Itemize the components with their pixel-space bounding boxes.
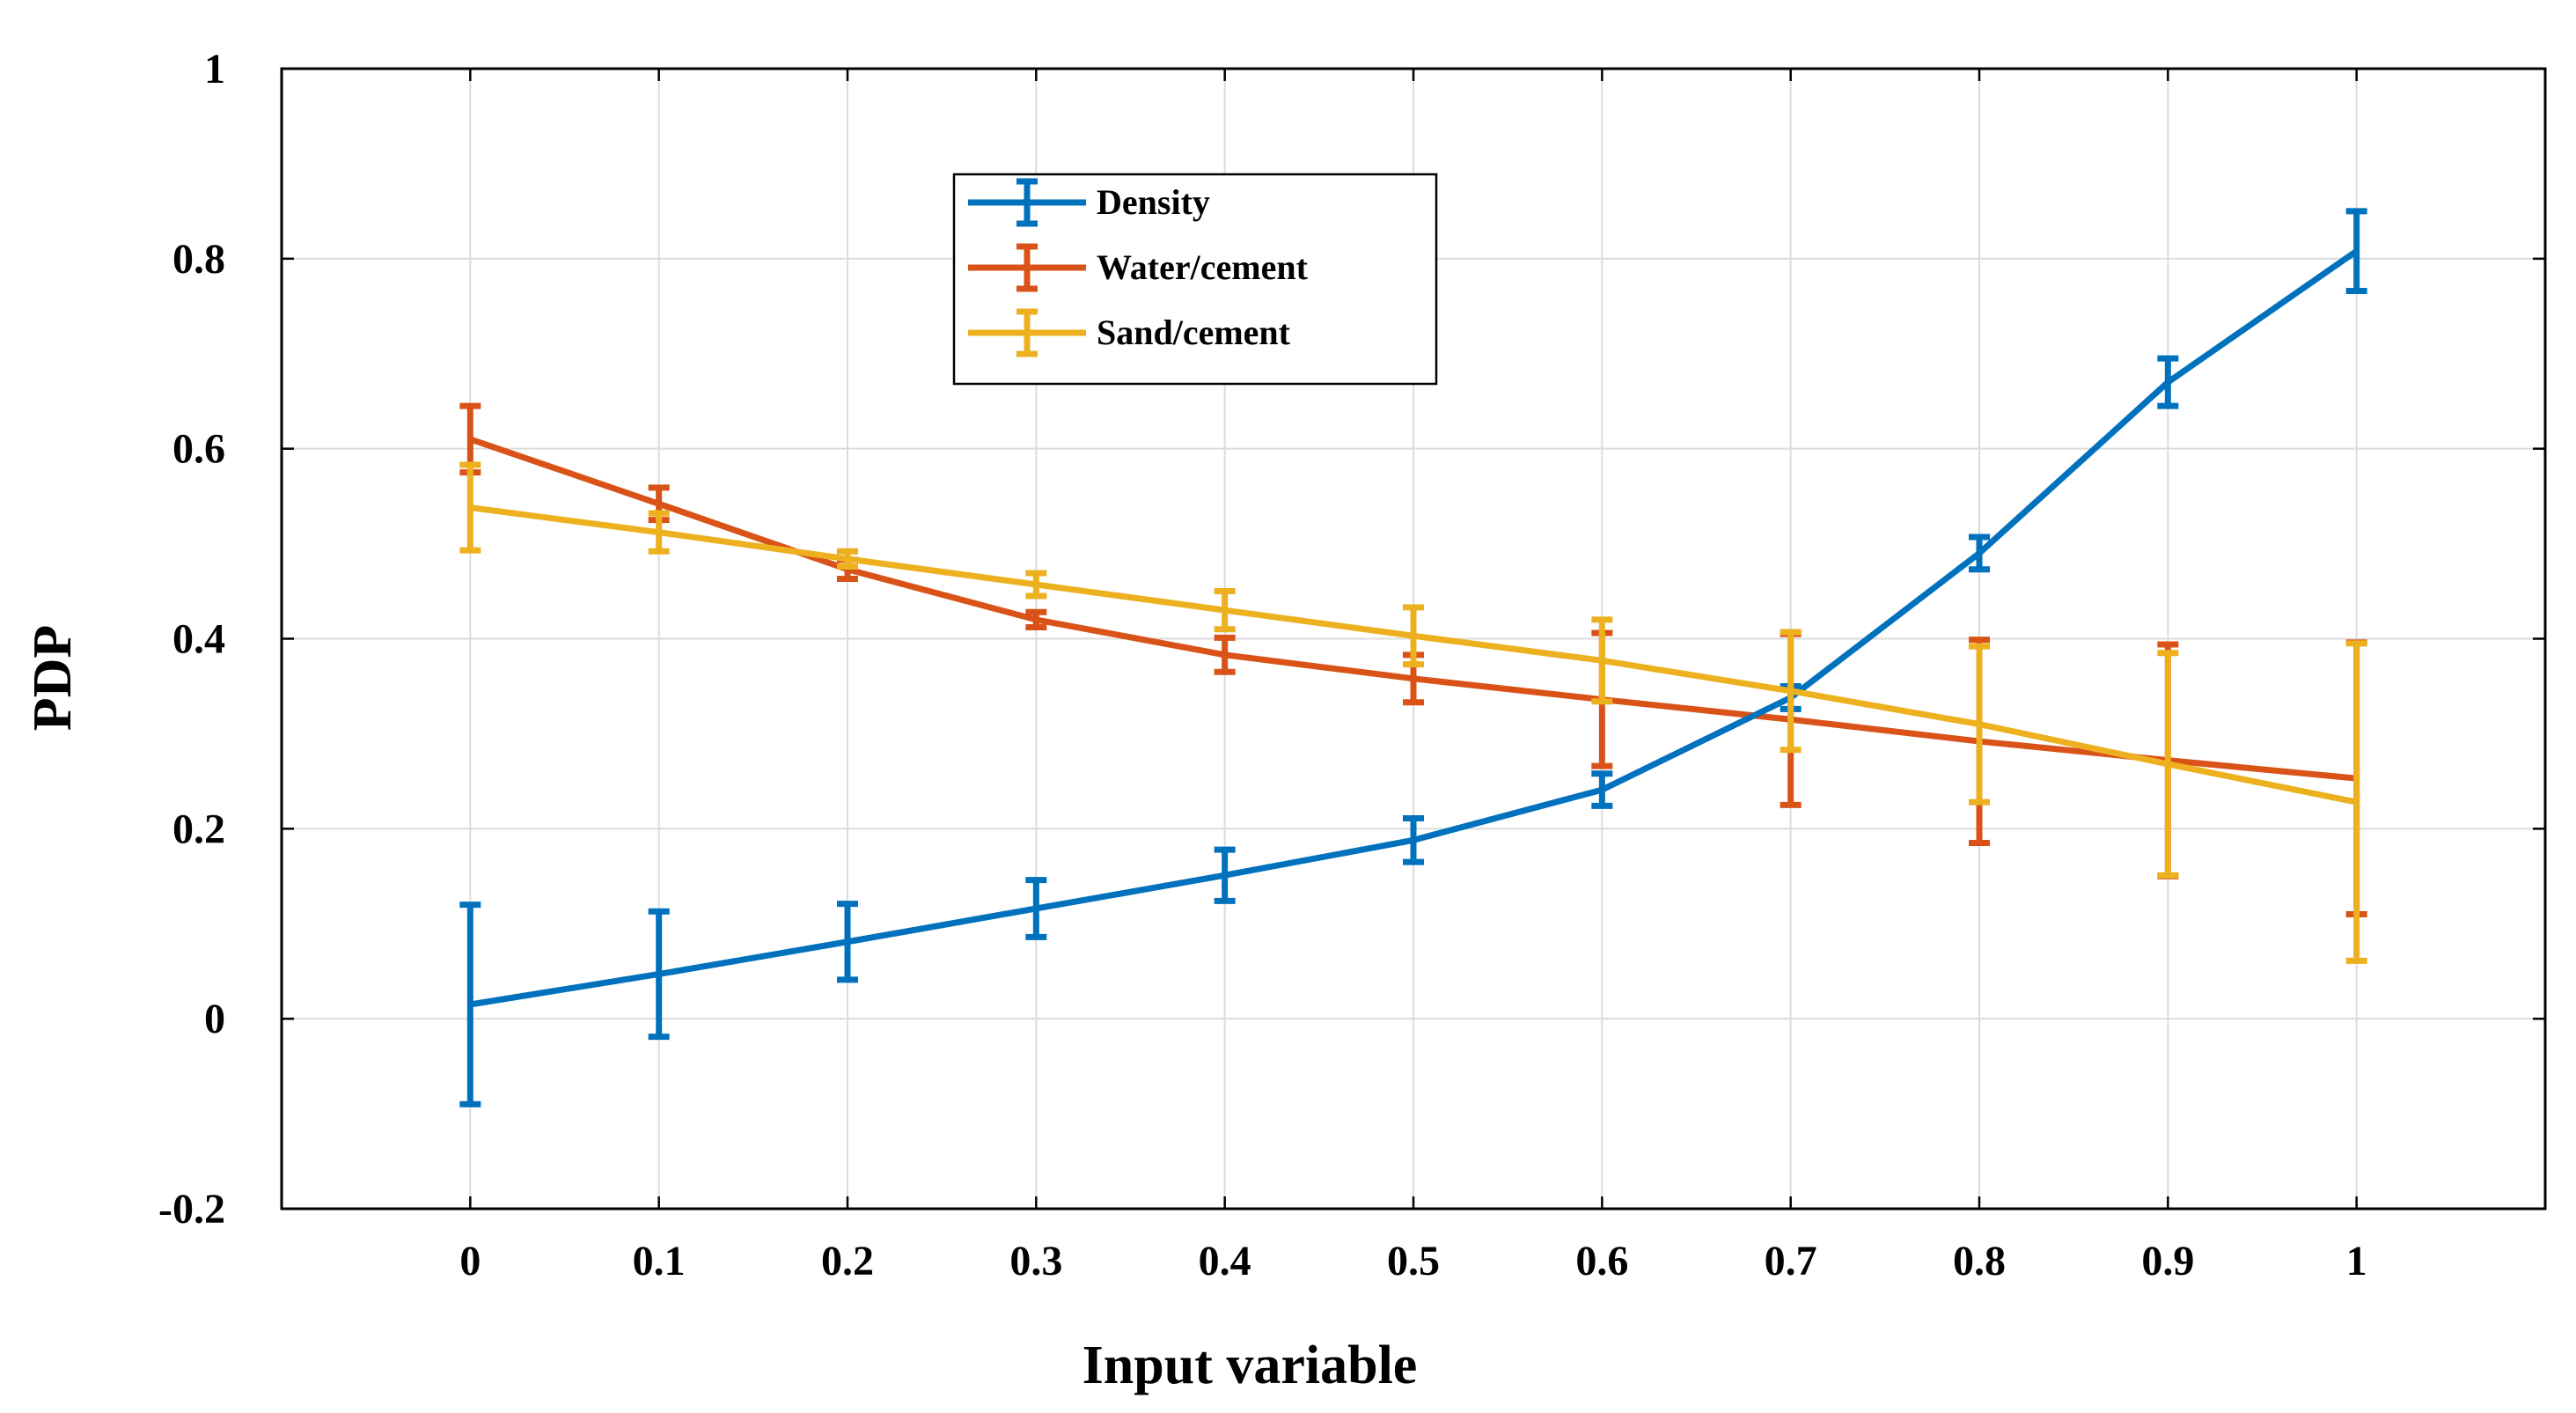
- x-tick-label: 0.4: [1199, 1238, 1251, 1284]
- x-tick-label: 0: [459, 1238, 481, 1284]
- data-point: [1222, 872, 1229, 879]
- data-point: [1410, 836, 1417, 843]
- data-point: [1222, 607, 1229, 614]
- data-point: [1032, 905, 1039, 912]
- legend-label: Sand/cement: [1097, 313, 1291, 352]
- data-point: [2164, 379, 2171, 386]
- data-point: [1032, 581, 1039, 588]
- series-density: [459, 208, 2367, 1108]
- legend-label: Water/cement: [1097, 247, 1309, 287]
- legend-item-density: Density: [968, 178, 1210, 227]
- axis-ticks: [282, 67, 2545, 1211]
- data-point: [466, 436, 473, 443]
- data-point: [1598, 786, 1605, 793]
- data-point: [1410, 632, 1417, 639]
- series-sand-cement: [459, 461, 2367, 964]
- legend-item-water-cement: Water/cement: [968, 243, 1309, 292]
- x-tick-label: 0.5: [1387, 1238, 1440, 1284]
- data-point: [1598, 657, 1605, 664]
- x-tick-labels: 0 0.1 0.2 0.3 0.4 0.5 0.6 0.7 0.8 0.9 1: [459, 1238, 2367, 1284]
- data-point: [2353, 247, 2360, 254]
- y-tick-label: 0.2: [172, 806, 225, 852]
- x-tick-label: 0.1: [633, 1238, 686, 1284]
- data-point: [1410, 675, 1417, 682]
- y-tick-label: 0: [204, 996, 225, 1042]
- data-point: [656, 529, 663, 536]
- legend-label: Density: [1097, 182, 1210, 222]
- x-axis-label: Input variable: [1083, 1336, 1418, 1395]
- x-tick-label: 0.6: [1575, 1238, 1628, 1284]
- y-tick-label: 1: [204, 46, 225, 92]
- data-point: [1976, 549, 1983, 556]
- legend: Density Water/cement Sand/cement: [952, 173, 1438, 386]
- data-point: [1032, 616, 1039, 623]
- data-point: [2164, 761, 2171, 768]
- data-point: [656, 970, 663, 977]
- y-tick-labels: -0.2 0 0.2 0.4 0.6 0.8 1: [158, 46, 225, 1233]
- data-point: [844, 938, 851, 946]
- x-tick-label: 0.7: [1765, 1238, 1817, 1284]
- x-tick-label: 0.8: [1953, 1238, 2006, 1284]
- x-tick-label: 0.3: [1009, 1238, 1062, 1284]
- y-tick-label: 0.8: [172, 236, 225, 283]
- y-tick-label: 0.6: [172, 426, 225, 473]
- data-point: [466, 1001, 473, 1008]
- data-point: [1976, 721, 1983, 728]
- x-tick-label: 1: [2346, 1238, 2367, 1284]
- legend-item-sand-cement: Sand/cement: [968, 308, 1291, 357]
- data-point: [844, 556, 851, 563]
- y-axis-label: PDP: [23, 625, 83, 732]
- x-tick-label: 0.9: [2141, 1238, 2194, 1284]
- series-layer: [459, 208, 2367, 1108]
- legend-box: [952, 173, 1438, 386]
- x-tick-label: 0.2: [821, 1238, 874, 1284]
- y-tick-label: -0.2: [158, 1186, 225, 1233]
- y-tick-label: 0.4: [172, 616, 225, 663]
- data-point: [2353, 798, 2360, 806]
- data-point: [466, 504, 473, 511]
- data-point: [1222, 651, 1229, 659]
- data-point: [1787, 688, 1794, 695]
- data-point: [656, 500, 663, 507]
